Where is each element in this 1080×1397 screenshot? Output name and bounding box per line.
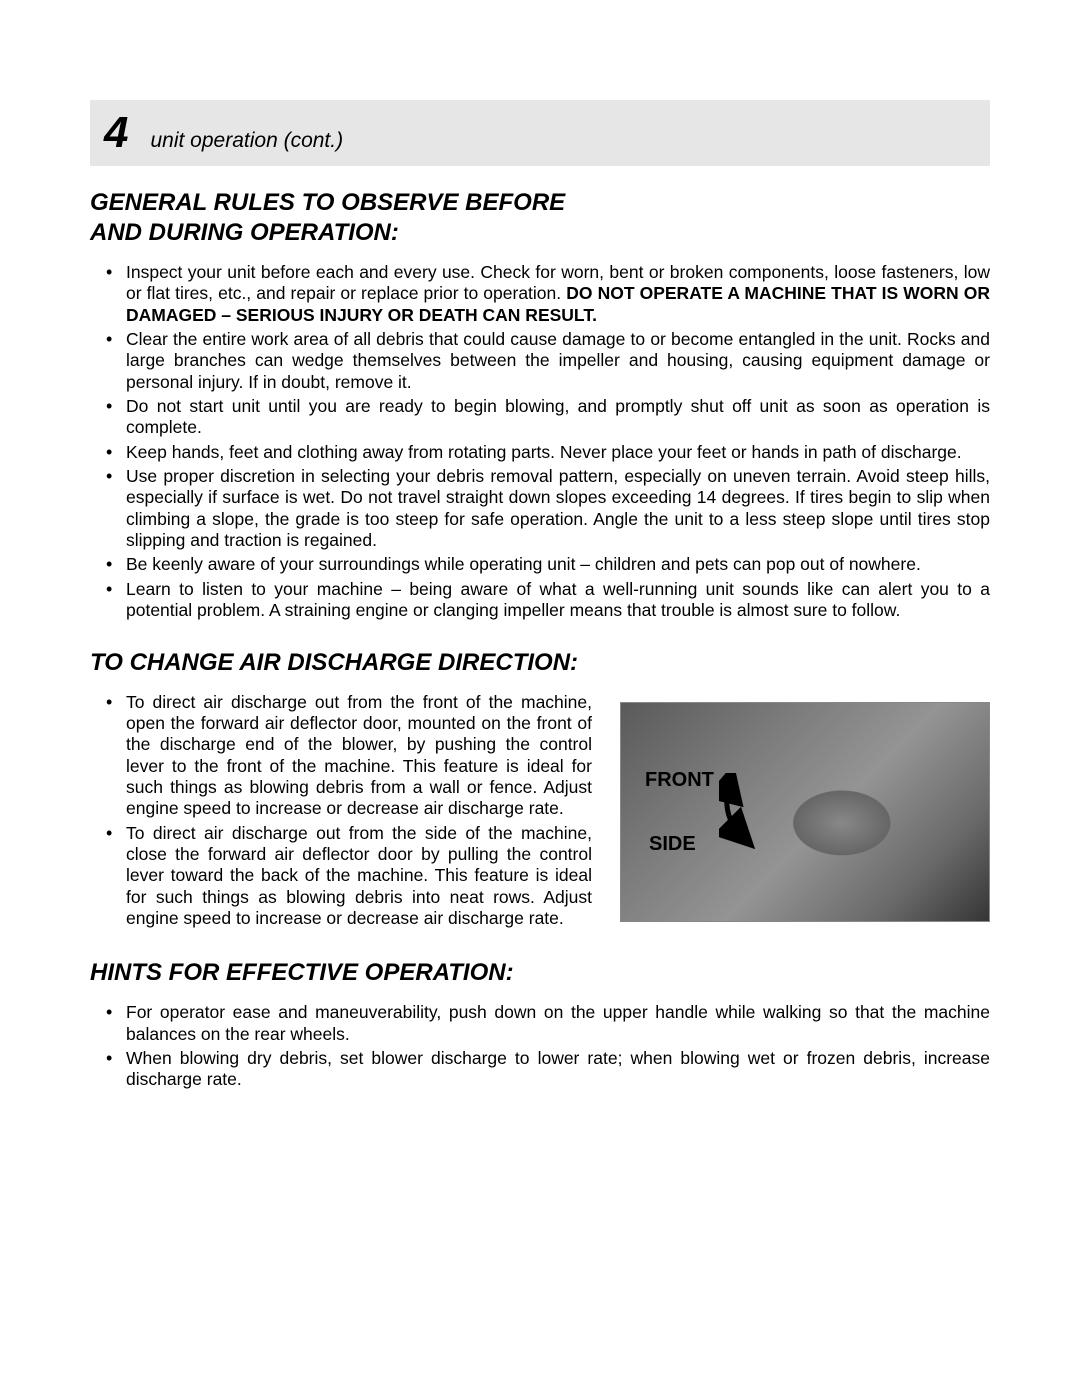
left-column: To direct air discharge out from the fro…	[90, 692, 592, 933]
list-item: Clear the entire work area of all debris…	[126, 329, 990, 393]
list-item: Keep hands, feet and clothing away from …	[126, 442, 990, 463]
direction-arrow-icon	[719, 773, 789, 853]
chapter-header: 4 unit operation (cont.)	[90, 100, 990, 166]
item-text: Do not start unit until you are ready to…	[126, 396, 990, 437]
list-item: To direct air discharge out from the fro…	[126, 692, 592, 820]
section2-list: To direct air discharge out from the fro…	[90, 692, 592, 930]
item-text: Be keenly aware of your surroundings whi…	[126, 554, 921, 574]
list-item: Be keenly aware of your surroundings whi…	[126, 554, 990, 575]
list-item: Learn to listen to your machine – being …	[126, 579, 990, 622]
list-item: When blowing dry debris, set blower disc…	[126, 1048, 990, 1091]
deflector-image: FRONT SIDE	[620, 702, 990, 922]
item-text: Keep hands, feet and clothing away from …	[126, 442, 962, 462]
section3-heading: HINTS FOR EFFECTIVE OPERATION:	[90, 958, 990, 988]
image-label-front: FRONT	[645, 769, 714, 792]
section2-heading: TO CHANGE AIR DISCHARGE DIRECTION:	[90, 648, 990, 678]
chapter-number: 4	[104, 108, 128, 158]
image-label-side: SIDE	[649, 833, 696, 856]
list-item: Inspect your unit before each and every …	[126, 262, 990, 326]
list-item: For operator ease and maneuverability, p…	[126, 1002, 990, 1045]
heading-line: GENERAL RULES TO OBSERVE BEFORE	[90, 189, 565, 216]
item-text: Clear the entire work area of all debris…	[126, 329, 990, 392]
list-item: Do not start unit until you are ready to…	[126, 396, 990, 439]
list-item: Use proper discretion in selecting your …	[126, 466, 990, 551]
list-item: To direct air discharge out from the sid…	[126, 823, 592, 930]
item-text: Learn to listen to your machine – being …	[126, 579, 990, 620]
two-column-layout: To direct air discharge out from the fro…	[90, 692, 990, 933]
heading-line: AND DURING OPERATION:	[90, 219, 399, 246]
section3-list: For operator ease and maneuverability, p…	[90, 1002, 990, 1090]
right-column: FRONT SIDE	[620, 692, 990, 922]
section1-list: Inspect your unit before each and every …	[90, 262, 990, 622]
chapter-title: unit operation (cont.)	[150, 129, 343, 153]
section1-heading: GENERAL RULES TO OBSERVE BEFORE AND DURI…	[90, 188, 990, 248]
item-text: Use proper discretion in selecting your …	[126, 466, 990, 550]
